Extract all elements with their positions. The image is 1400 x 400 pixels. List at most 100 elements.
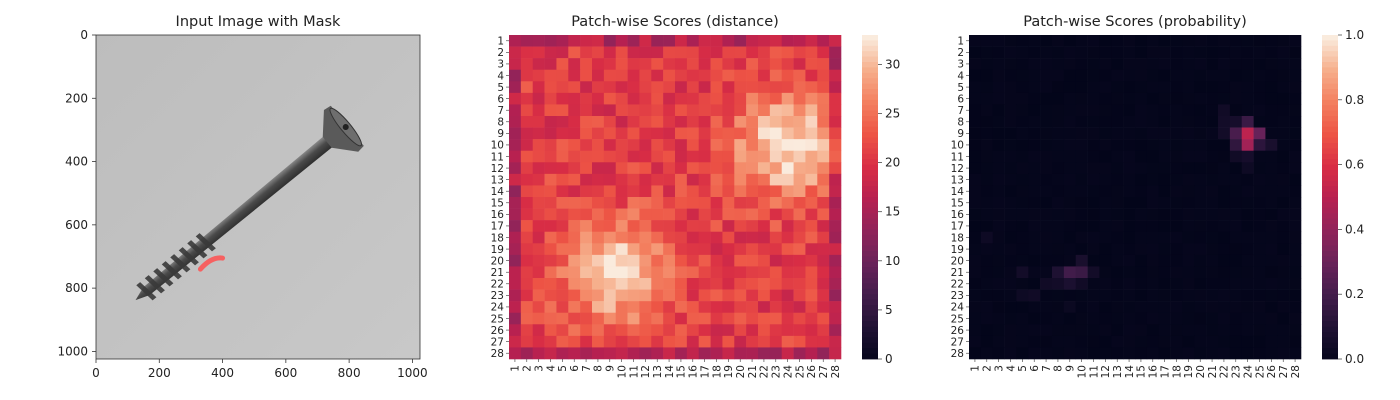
- distance-heatmap-cells: [509, 35, 842, 360]
- heatmap-cell: [1218, 46, 1231, 59]
- heatmap-cell: [675, 46, 688, 59]
- heatmap-cell: [829, 46, 842, 59]
- heatmap-cell: [1265, 289, 1278, 302]
- heatmap-cell: [793, 58, 806, 71]
- heatmap-cell: [746, 220, 759, 233]
- heatmap-cell: [992, 312, 1005, 325]
- heatmap-cell: [746, 197, 759, 209]
- x-tick-label: 24: [782, 365, 794, 379]
- heatmap-cell: [992, 92, 1005, 105]
- heatmap-cell: [1182, 162, 1195, 175]
- heatmap-cell: [615, 278, 628, 290]
- heatmap-cell: [544, 208, 557, 221]
- heatmap-cell: [769, 208, 783, 221]
- x-tick-label: 7: [1041, 365, 1053, 372]
- colorbar-segment: [1322, 315, 1338, 322]
- heatmap-cell: [758, 139, 771, 152]
- heatmap-cell: [592, 69, 605, 82]
- heatmap-cell: [758, 347, 771, 360]
- heatmap-cell: [746, 266, 759, 279]
- heatmap-cell: [520, 46, 534, 59]
- y-tick-label: 25: [491, 313, 504, 325]
- heatmap-cell: [1265, 173, 1278, 186]
- colorbar-segment: [862, 218, 878, 225]
- heatmap-cell: [1004, 81, 1017, 94]
- heatmap-cell: [627, 197, 640, 209]
- heatmap-cell: [992, 116, 1005, 128]
- heatmap-cell: [1206, 220, 1219, 233]
- heatmap-cell: [980, 220, 994, 233]
- heatmap-cell: [805, 81, 818, 94]
- heatmap-cell: [781, 92, 794, 105]
- heatmap-cell: [1194, 46, 1207, 59]
- heatmap-cell: [1123, 150, 1136, 163]
- heatmap-cell: [1206, 278, 1219, 290]
- heatmap-cell: [1004, 92, 1017, 105]
- heatmap-cell: [520, 312, 534, 325]
- heatmap-cell: [769, 127, 783, 140]
- colorbar-segment: [862, 213, 878, 219]
- heatmap-cell: [686, 278, 700, 290]
- heatmap-cell: [580, 104, 593, 117]
- heatmap-cell: [1241, 116, 1254, 128]
- heatmap-cell: [746, 116, 759, 128]
- heatmap-cell: [698, 220, 711, 233]
- x-tick-label: 21: [747, 365, 759, 378]
- colorbar-segment: [862, 332, 878, 338]
- heatmap-cell: [734, 278, 747, 290]
- heatmap-cell: [829, 173, 842, 186]
- colorbar-segment: [862, 294, 878, 300]
- heatmap-cell: [1229, 197, 1243, 209]
- heatmap-cell: [980, 324, 994, 337]
- screw-thread: [161, 261, 182, 280]
- colorbar-segment: [1322, 294, 1338, 300]
- heatmap-cell: [532, 289, 545, 302]
- heatmap-cell: [1099, 197, 1112, 209]
- heatmap-cell: [592, 278, 605, 290]
- heatmap-cell: [722, 35, 735, 47]
- heatmap-cell: [1004, 266, 1017, 279]
- x-tick-label: 27: [1278, 365, 1290, 378]
- heatmap-cell: [722, 104, 735, 117]
- heatmap-cell: [615, 173, 628, 186]
- heatmap-cell: [980, 185, 994, 198]
- heatmap-cell: [1194, 312, 1207, 325]
- screw-thread: [136, 282, 157, 301]
- heatmap-cell: [1241, 301, 1254, 314]
- heatmap-cell: [544, 324, 557, 337]
- heatmap-cell: [1063, 46, 1077, 59]
- heatmap-cell: [615, 289, 628, 302]
- heatmap-cell: [1229, 254, 1243, 267]
- heatmap-cell: [1004, 347, 1017, 360]
- heatmap-cell: [1016, 254, 1029, 267]
- heatmap-cell: [580, 116, 593, 128]
- colorbar-segment: [862, 245, 878, 252]
- heatmap-cell: [1099, 35, 1112, 47]
- heatmap-cell: [1218, 173, 1231, 186]
- x-tick-label: 27: [818, 365, 830, 378]
- heatmap-cell: [580, 69, 593, 82]
- heatmap-cell: [746, 347, 759, 360]
- heatmap-cell: [1277, 92, 1290, 105]
- heatmap-cell: [829, 208, 842, 221]
- y-tick-label: 26: [491, 325, 505, 337]
- heatmap-cell: [1218, 58, 1231, 71]
- heatmap-cell: [1158, 254, 1171, 267]
- heatmap-cell: [568, 289, 581, 302]
- heatmap-cell: [627, 335, 640, 348]
- heatmap-cell: [686, 197, 700, 209]
- heatmap-cell: [793, 266, 806, 279]
- heatmap-cell: [1052, 150, 1065, 163]
- heatmap-cell: [1123, 324, 1136, 337]
- heatmap-cell: [698, 208, 711, 221]
- heatmap-cell: [592, 46, 605, 59]
- heatmap-cell: [1040, 324, 1053, 337]
- heatmap-cell: [710, 335, 723, 348]
- heatmap-cell: [1229, 46, 1243, 59]
- heatmap-cell: [769, 69, 783, 82]
- heatmap-cell: [1123, 231, 1136, 244]
- heatmap-cell: [580, 208, 593, 221]
- heatmap-cell: [1075, 139, 1088, 152]
- x-tick-label: 800: [338, 366, 361, 380]
- heatmap-cell: [746, 301, 759, 314]
